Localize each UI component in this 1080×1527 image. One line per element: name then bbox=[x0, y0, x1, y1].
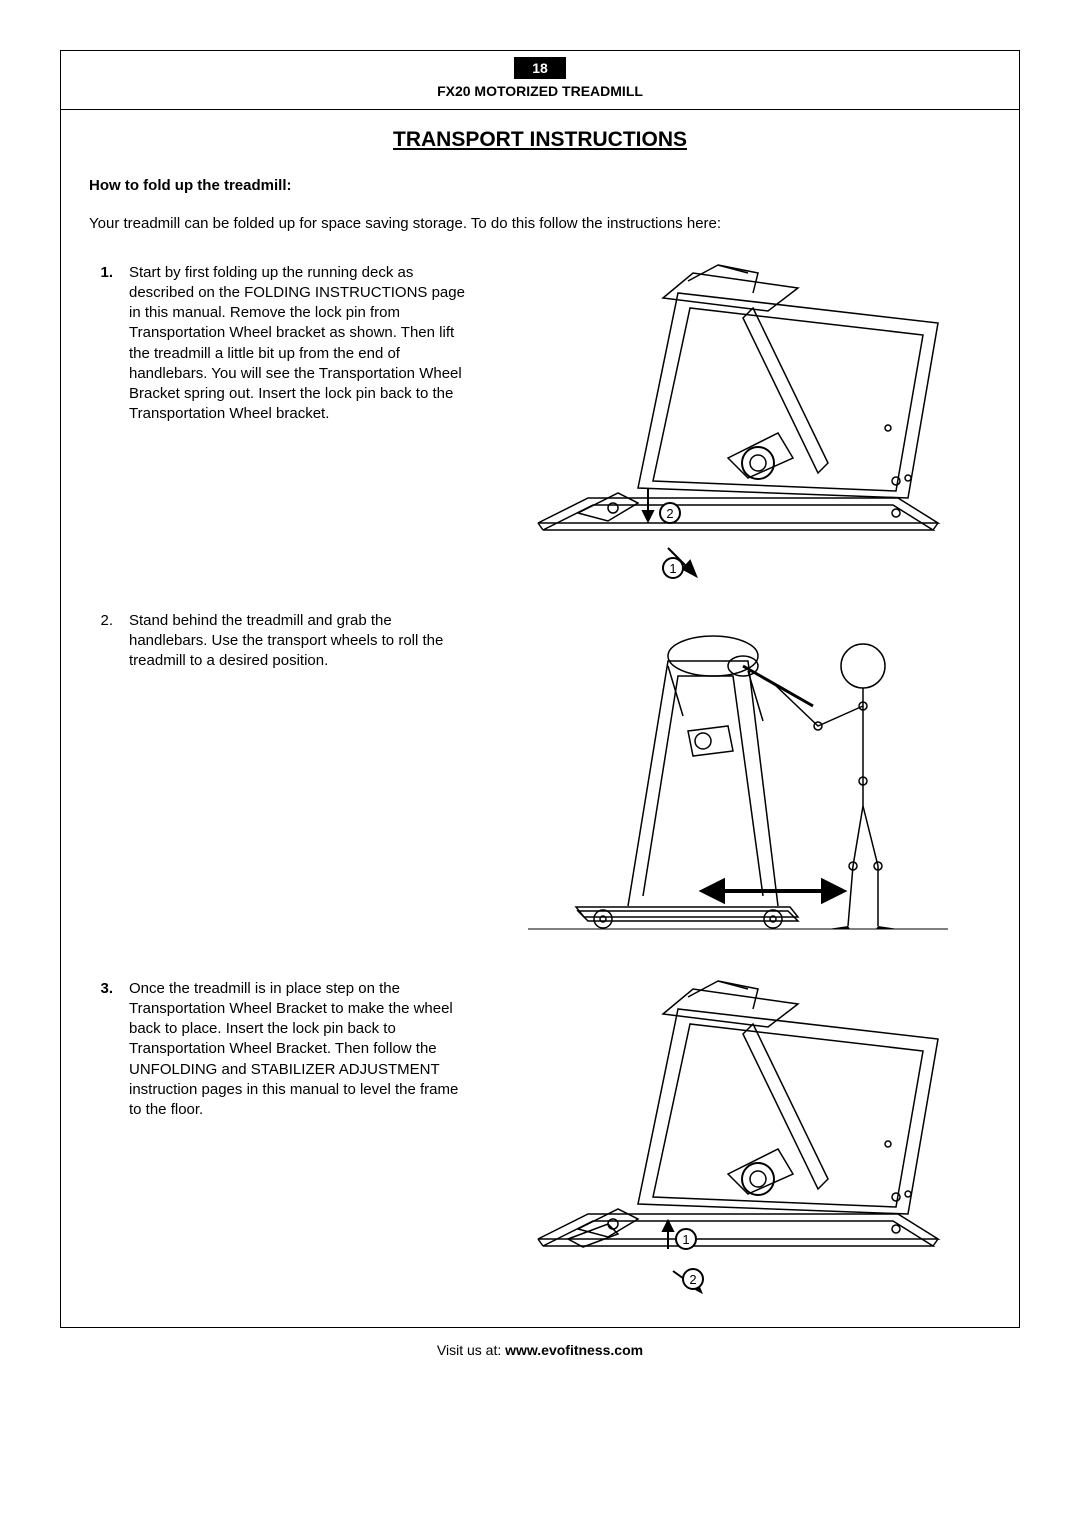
footer: Visit us at: www.evofitness.com bbox=[60, 1342, 1020, 1358]
fig1-callout-2: 2 bbox=[667, 506, 674, 521]
fig3-callout-2: 2 bbox=[690, 1272, 697, 1287]
figure-1-svg: 2 1 bbox=[518, 263, 958, 583]
fig3-callout-1: 1 bbox=[683, 1232, 690, 1247]
figure-2-svg bbox=[518, 611, 958, 951]
fig1-callout-1: 1 bbox=[670, 561, 677, 576]
step-2-number: 2. bbox=[89, 611, 129, 672]
step-3-number: 3. bbox=[89, 979, 129, 1121]
step-3-body: Once the treadmill is in place step on t… bbox=[129, 979, 486, 1121]
step-1-body: Start by first folding up the running de… bbox=[129, 263, 486, 425]
subtitle-colon: : bbox=[287, 177, 292, 194]
step-3-text: 3. Once the treadmill is in place step o… bbox=[89, 979, 486, 1121]
product-name: FX20 MOTORIZED TREADMILL bbox=[437, 83, 643, 99]
intro-text: Your treadmill can be folded up for spac… bbox=[89, 214, 991, 234]
step-3: 3. Once the treadmill is in place step o… bbox=[89, 979, 991, 1299]
step-3-figure: 1 2 bbox=[486, 979, 991, 1299]
page-number-badge: 18 bbox=[514, 57, 566, 79]
footer-url: www.evofitness.com bbox=[505, 1342, 643, 1358]
step-1-figure: 2 1 bbox=[486, 263, 991, 583]
step-2-body: Stand behind the treadmill and grab the … bbox=[129, 611, 486, 672]
step-2-text: 2. Stand behind the treadmill and grab t… bbox=[89, 611, 486, 672]
content-area: How to fold up the treadmill: Your tread… bbox=[61, 176, 1019, 1327]
footer-prefix: Visit us at: bbox=[437, 1342, 505, 1358]
step-1-text: 1. Start by first folding up the running… bbox=[89, 263, 486, 425]
page-header: 18 FX20 MOTORIZED TREADMILL bbox=[61, 51, 1019, 110]
subtitle: How to fold up the treadmill: bbox=[89, 176, 991, 196]
subtitle-bold: How to fold up the treadmill bbox=[89, 177, 287, 194]
step-1: 1. Start by first folding up the running… bbox=[89, 263, 991, 583]
step-2: 2. Stand behind the treadmill and grab t… bbox=[89, 611, 991, 951]
step-1-number: 1. bbox=[89, 263, 129, 425]
section-title: TRANSPORT INSTRUCTIONS bbox=[61, 128, 1019, 152]
step-2-figure bbox=[486, 611, 991, 951]
figure-3-svg: 1 2 bbox=[518, 979, 958, 1299]
page-frame: 18 FX20 MOTORIZED TREADMILL TRANSPORT IN… bbox=[60, 50, 1020, 1328]
